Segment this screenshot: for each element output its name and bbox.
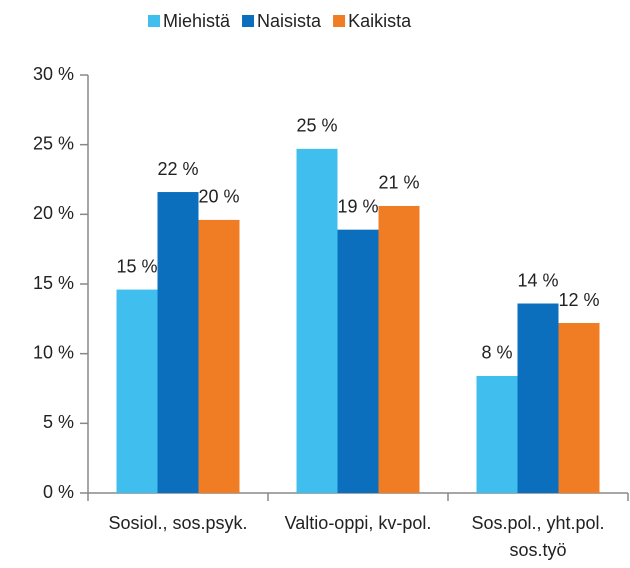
y-tick-label: 10 % xyxy=(33,342,74,362)
data-label: 19 % xyxy=(337,196,378,216)
data-label: 8 % xyxy=(481,343,512,363)
bar xyxy=(198,219,240,493)
y-tick-label: 5 % xyxy=(43,412,74,432)
bar xyxy=(378,205,420,493)
y-tick-label: 0 % xyxy=(43,482,74,502)
bar xyxy=(296,148,338,493)
legend-swatch xyxy=(333,15,346,27)
legend-swatch xyxy=(148,15,160,27)
data-label: 25 % xyxy=(296,116,337,136)
legend-label: Naisista xyxy=(257,11,322,31)
bar xyxy=(476,375,518,493)
legend-label: Miehistä xyxy=(163,11,231,31)
data-label: 21 % xyxy=(378,173,419,193)
data-label: 12 % xyxy=(558,290,599,310)
x-tick-label: Valtio-oppi, kv-pol. xyxy=(284,513,432,533)
data-label: 22 % xyxy=(157,159,198,179)
bar xyxy=(116,289,158,493)
x-tick-label: Sosiol., sos.psyk. xyxy=(108,513,248,533)
bar xyxy=(157,192,199,494)
y-tick-label: 25 % xyxy=(33,133,74,153)
data-label: 15 % xyxy=(116,256,157,276)
legend-label: Kaikista xyxy=(348,11,412,31)
y-tick-label: 15 % xyxy=(33,273,74,293)
bar xyxy=(337,229,379,493)
bar xyxy=(558,323,600,493)
legend-swatch xyxy=(242,15,255,27)
data-label: 14 % xyxy=(517,270,558,290)
data-label: 20 % xyxy=(198,187,239,207)
y-tick-label: 20 % xyxy=(33,203,74,223)
bar xyxy=(517,303,559,493)
y-tick-label: 30 % xyxy=(33,64,74,84)
x-tick-label: Sos.pol., yht.pol. sos.työ xyxy=(471,513,605,560)
